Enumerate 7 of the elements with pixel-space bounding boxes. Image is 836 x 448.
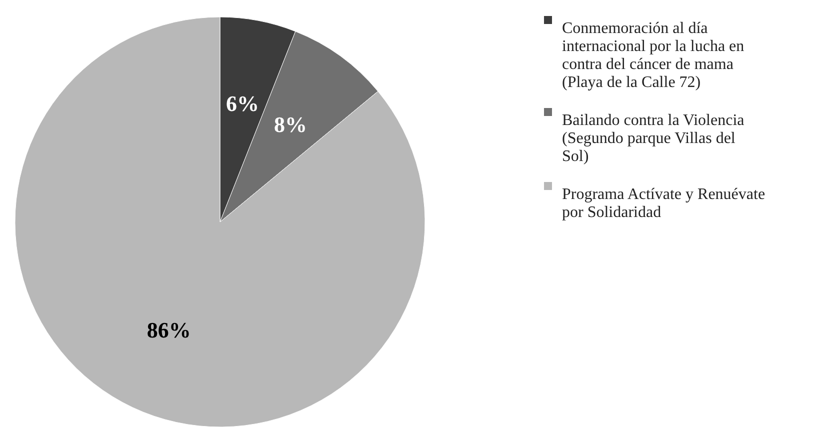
legend-label: Programa Actívate y Renuévate por Solidaridad — [562, 186, 766, 221]
pie-slice — [14, 16, 426, 427]
data-label: 86% — [146, 318, 191, 343]
data-label: 6% — [226, 91, 259, 116]
data-label: 8% — [274, 112, 308, 137]
legend-label: Bailando contra la Violencia (Segundo parque Villas del Sol) — [562, 112, 744, 165]
legend-label: Conmemoración al día internacional por la lucha en contra del cáncer de mama (Playa de la Calle 72) — [562, 20, 744, 91]
